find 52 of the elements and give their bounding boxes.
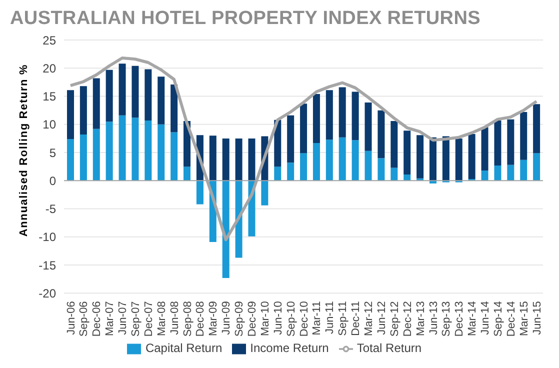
- x-tick-label: Sep-13: [440, 301, 453, 337]
- x-tick-label: Dec-09: [246, 301, 259, 337]
- x-tick-label: Jun-13: [428, 301, 440, 335]
- x-tick-label: Dec-10: [298, 301, 310, 337]
- y-tick-label: -5: [45, 202, 56, 216]
- x-tick-label: Mar-07: [104, 301, 116, 336]
- x-tick-label: Sep-09: [234, 301, 246, 337]
- x-tick-label: Jun-08: [168, 301, 181, 335]
- x-tick-label: Sep-11: [337, 301, 350, 336]
- x-tick-label: Jun-10: [272, 301, 284, 335]
- legend-label: Capital Return: [145, 341, 222, 356]
- x-tick-label: Sep-07: [130, 301, 142, 337]
- y-tick-label: 10: [42, 118, 56, 132]
- x-tick-label: Dec-08: [194, 301, 207, 337]
- x-tick-label: Dec-06: [91, 301, 104, 337]
- x-tick-label: Mar-12: [363, 301, 376, 336]
- x-tick-label: Sep-14: [492, 301, 504, 337]
- y-tick-label: -10: [38, 230, 56, 244]
- x-tick-label: Mar-11: [311, 301, 324, 336]
- y-tick-label: -15: [38, 258, 56, 272]
- x-tick-label: Mar-14: [466, 301, 479, 336]
- legend-label: Total Return: [356, 341, 422, 356]
- legend-label: Income Return: [250, 341, 329, 356]
- y-tick-label: 0: [49, 174, 56, 188]
- x-tick-label: Dec-07: [142, 301, 155, 337]
- x-tick-label: Mar-10: [259, 301, 272, 336]
- x-tick-label: Dec-14: [505, 301, 518, 337]
- x-tick-label: Dec-13: [454, 301, 466, 337]
- x-tick-label: Dec-11: [350, 301, 362, 336]
- x-tick-label: Mar-15: [518, 301, 530, 336]
- x-tick-label: Jun-14: [480, 301, 492, 335]
- x-tick-label: Mar-09: [208, 301, 220, 336]
- x-tick-label: Sep-08: [182, 301, 194, 337]
- x-tick-label: Dec-12: [402, 301, 414, 337]
- x-tick-label: Jun-15: [531, 301, 544, 335]
- x-tick-label: Sep-06: [78, 301, 90, 337]
- y-axis-title: Annualised Rolling Return %: [18, 64, 30, 237]
- x-tick-label: Mar-13: [414, 301, 427, 336]
- x-tick-label: Mar-08: [156, 301, 168, 336]
- x-tick-label: Jun-06: [65, 301, 78, 335]
- x-tick-label: Jun-12: [376, 301, 388, 335]
- y-tick-label: -20: [38, 286, 56, 300]
- y-tick-label: 15: [42, 90, 56, 104]
- y-tick-label: 20: [42, 61, 56, 76]
- y-tick-label: 25: [42, 33, 56, 48]
- chart-title: AUSTRALIAN HOTEL PROPERTY INDEX RETURNS: [10, 8, 482, 30]
- x-tick-label: Sep-10: [285, 301, 298, 337]
- x-tick-label: Jun-07: [117, 301, 130, 335]
- x-tick-label: Sep-12: [388, 301, 401, 337]
- y-tick-label: 5: [49, 146, 56, 160]
- x-tick-label: Jun-11: [324, 301, 336, 334]
- x-tick-label: Jun-09: [220, 301, 233, 335]
